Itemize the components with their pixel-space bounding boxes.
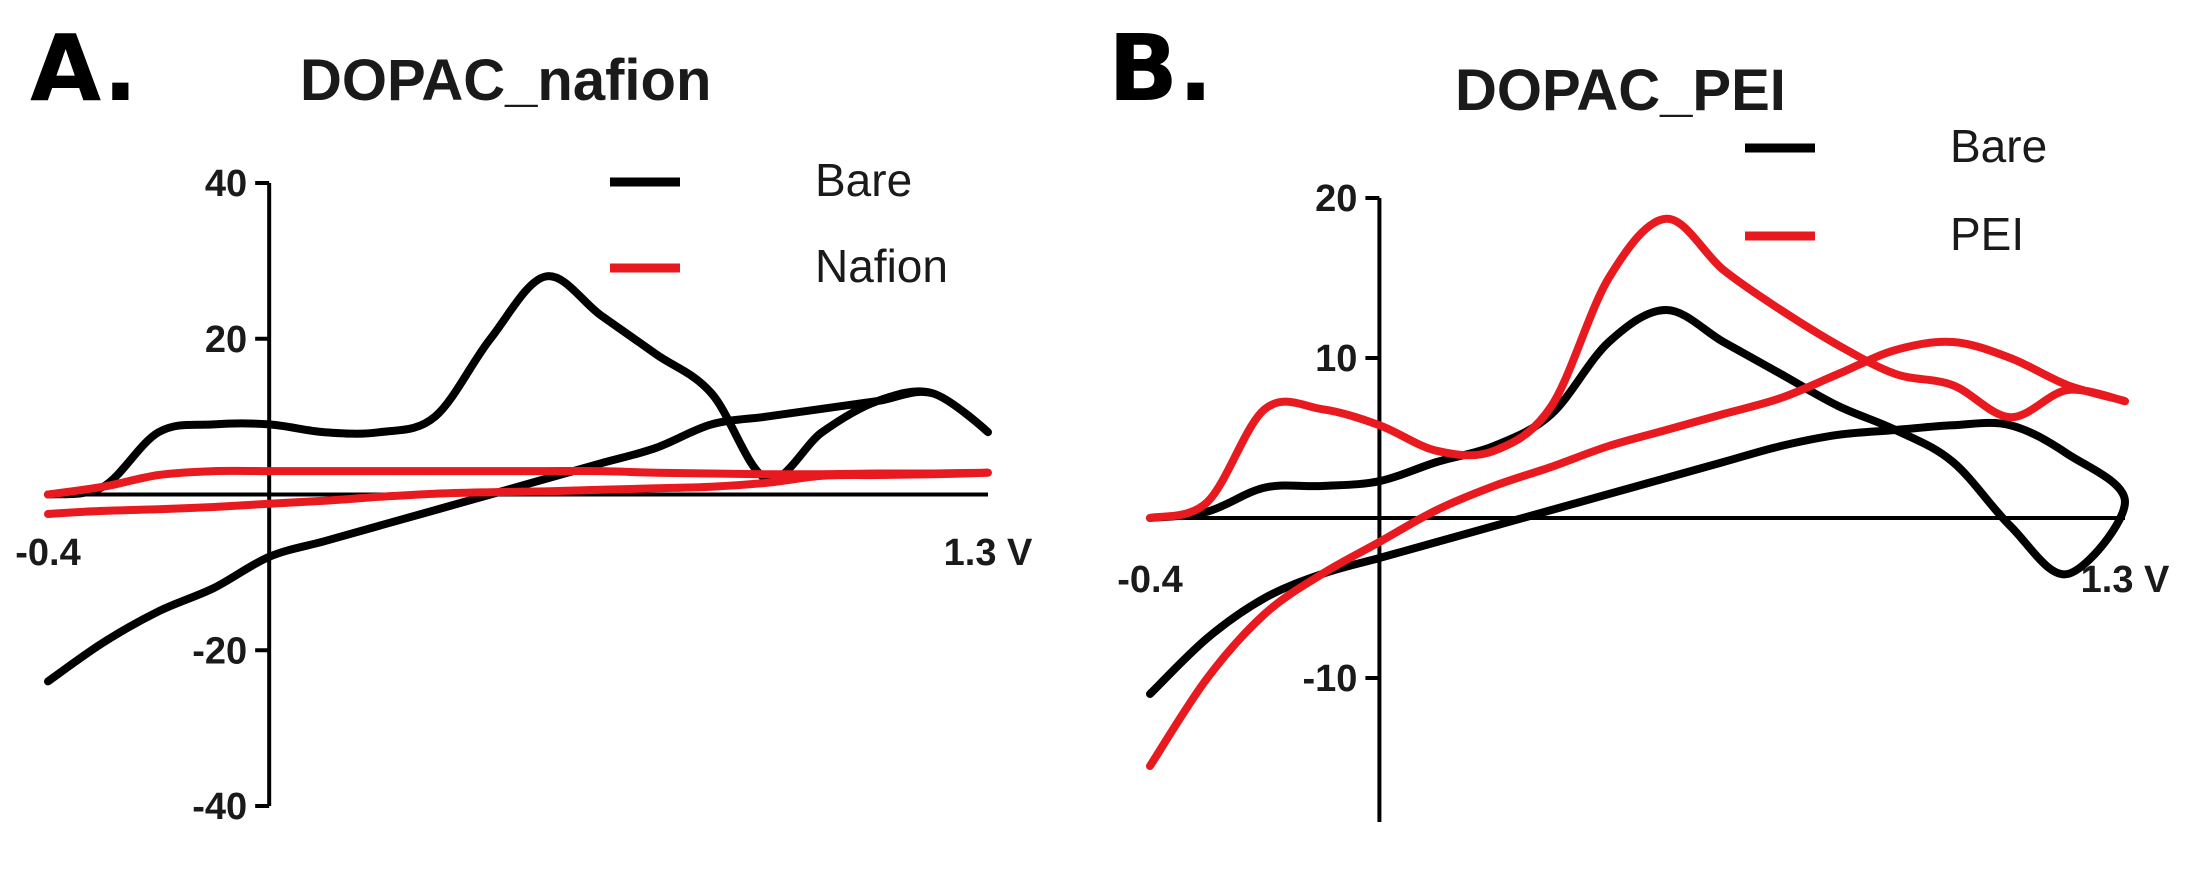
- panel-b-legend: Bare PEI: [1745, 120, 2047, 260]
- series-line-pei: [1146, 214, 2129, 770]
- series-line-nafion: [44, 466, 992, 518]
- y-tick-label: -40: [192, 786, 247, 828]
- legend-label-bare: Bare: [1950, 120, 2047, 172]
- panel-b-dopac-pei: B. DOPAC_PEI 20 10 -10 -0.4 1.3 V Bare PEI: [1108, 15, 2170, 822]
- panel-b-axes: 20 10 -10 -0.4 1.3 V: [1117, 178, 2170, 822]
- y-tick-label: 20: [1315, 178, 1357, 220]
- legend-label-pei: PEI: [1950, 208, 2024, 260]
- y-tick-label: 10: [1315, 338, 1357, 380]
- y-tick-label: 40: [205, 163, 247, 205]
- panel-a-legend: Bare Nafion: [610, 154, 948, 292]
- panel-a-title: DOPAC_nafion: [300, 48, 711, 113]
- panel-a-dopac-nafion: A. DOPAC_nafion 40 20 -20 -40 -0.4 1.3 V Bare…: [15, 15, 1033, 828]
- series-line-bare: [1146, 306, 2129, 698]
- x-tick-label-max: 1.3 V: [944, 532, 1033, 574]
- panel-b-label: B.: [1108, 15, 1213, 122]
- y-tick-label: -10: [1302, 658, 1357, 700]
- x-tick-label-min: -0.4: [1117, 559, 1182, 601]
- x-tick-label-max: 1.3 V: [2081, 559, 2170, 601]
- panel-a-label: A.: [30, 15, 138, 122]
- x-tick-label-min: -0.4: [15, 532, 80, 574]
- series-line-bare: [44, 272, 992, 686]
- panel-a-axes: 40 20 -20 -40 -0.4 1.3 V: [15, 163, 1033, 828]
- panel-b-curves: [1146, 214, 2129, 770]
- y-tick-label: -20: [192, 630, 247, 672]
- panel-a-curves: [44, 272, 992, 686]
- legend-label-nafion: Nafion: [815, 240, 948, 292]
- y-tick-label: 20: [205, 319, 247, 361]
- legend-label-bare: Bare: [815, 154, 912, 206]
- panel-b-title: DOPAC_PEI: [1455, 58, 1786, 123]
